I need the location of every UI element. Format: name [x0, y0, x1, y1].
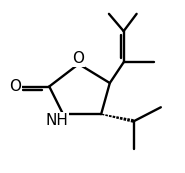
Text: NH: NH	[46, 113, 68, 128]
Text: O: O	[9, 79, 21, 94]
Text: O: O	[72, 51, 84, 66]
